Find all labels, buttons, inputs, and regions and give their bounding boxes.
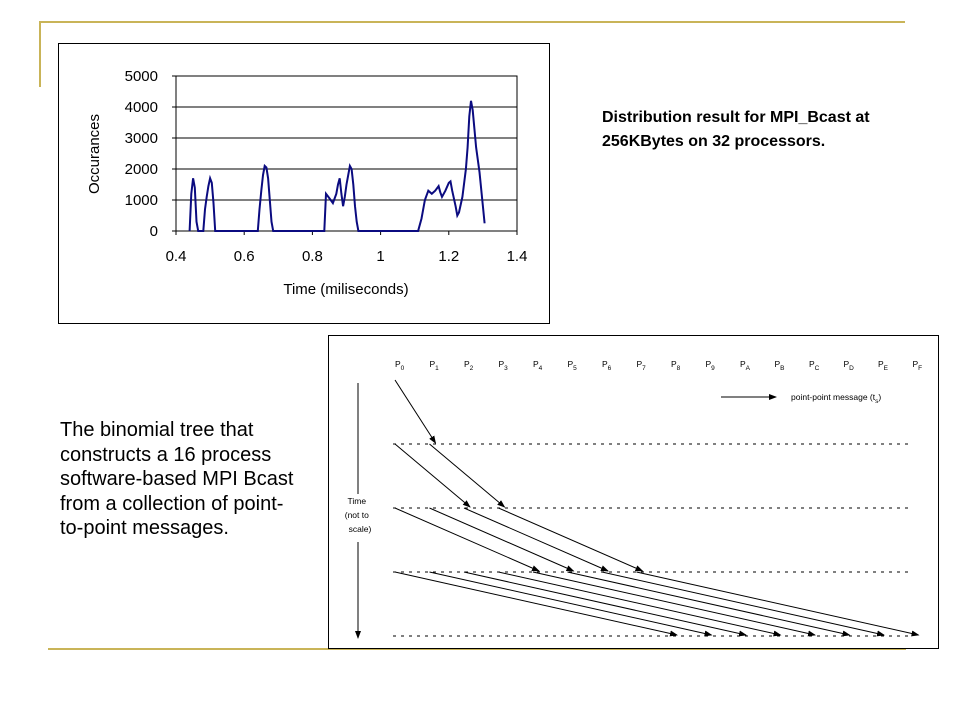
process-label: P6 [602, 359, 612, 372]
message-arrow [463, 507, 609, 572]
message-arrow [636, 571, 920, 637]
message-arrow [429, 443, 506, 508]
x-axis-label: Time (miliseconds) [283, 281, 408, 298]
y-tick-labels: 0 1000 2000 3000 4000 5000 [125, 68, 176, 240]
histogram-panel: 0 1000 2000 3000 4000 5000 0.4 0.6 0.8 1 1.2 1.4 T… [58, 43, 550, 324]
process-label: P7 [637, 359, 647, 372]
message-arrow [532, 571, 816, 637]
x-tick-label: 0.8 [302, 248, 323, 265]
process-labels: P0 P1 P2 P3 P4 P5 P6 P7 P8 P9 PA PB PC PD PE PF [395, 359, 922, 372]
step-separator-lines [393, 443, 909, 637]
bottom-rule [48, 648, 906, 650]
binomial-tree-diagram: P0 P1 P2 P3 P4 P5 P6 P7 P8 P9 PA PB PC PD PE PF point-p… [341, 359, 922, 639]
x-tick-labels: 0.4 0.6 0.8 1 1.2 1.4 [166, 231, 528, 265]
process-label: P0 [395, 359, 405, 372]
x-tick-label: 0.6 [234, 248, 255, 265]
message-arrow [394, 443, 471, 508]
series-line [188, 100, 486, 232]
y-tick-label: 2000 [125, 161, 158, 178]
y-tick-label: 3000 [125, 130, 158, 147]
process-label: PE [878, 359, 889, 372]
message-arrow [498, 507, 644, 572]
time-axis-label: Time (not to scale) [345, 496, 372, 534]
x-tick-label: 1.4 [507, 248, 528, 265]
distribution-caption: Distribution result for MPI_Bcast at 256… [602, 109, 870, 150]
message-arrow [498, 571, 782, 637]
grid-lines [176, 75, 517, 232]
process-label: P3 [499, 359, 509, 372]
message-arrow [429, 507, 575, 572]
process-label: PF [913, 359, 923, 372]
message-arrow [429, 571, 713, 637]
message-arrow [394, 571, 678, 637]
process-label: P5 [568, 359, 578, 372]
binomial-tree-panel: P0 P1 P2 P3 P4 P5 P6 P7 P8 P9 PA PB PC PD PE PF point-p… [328, 335, 939, 649]
process-label: P4 [533, 359, 543, 372]
y-tick-label: 0 [150, 223, 158, 240]
message-arrow [463, 571, 747, 637]
process-label: PD [844, 359, 855, 372]
left-rule [39, 21, 41, 87]
message-arrow [567, 571, 851, 637]
message-arrow [601, 571, 885, 637]
message-arrow [394, 379, 437, 444]
x-tick-label: 0.4 [166, 248, 187, 265]
y-tick-label: 1000 [125, 192, 158, 209]
y-axis-label: Occurances [86, 114, 103, 194]
binomial-tree-caption: The binomial tree that constructs a 16 p… [60, 419, 294, 539]
process-label: P9 [706, 359, 716, 372]
top-rule [39, 21, 905, 23]
legend-label: point-point message (ts) [791, 392, 881, 405]
process-label: P8 [671, 359, 681, 372]
message-arrow [394, 507, 540, 572]
x-tick-label: 1 [376, 248, 384, 265]
process-label: PC [809, 359, 820, 372]
x-tick-label: 1.2 [438, 248, 459, 265]
process-label: PB [775, 359, 785, 372]
process-label: PA [740, 359, 751, 372]
process-label: P1 [430, 359, 440, 372]
y-tick-label: 5000 [125, 68, 158, 85]
message-arrows [394, 379, 920, 637]
process-label: P2 [464, 359, 474, 372]
plot-area-frame [175, 75, 518, 232]
histogram-chart: 0 1000 2000 3000 4000 5000 0.4 0.6 0.8 1 1.2 1.4 T… [86, 68, 528, 298]
y-tick-label: 4000 [125, 99, 158, 116]
